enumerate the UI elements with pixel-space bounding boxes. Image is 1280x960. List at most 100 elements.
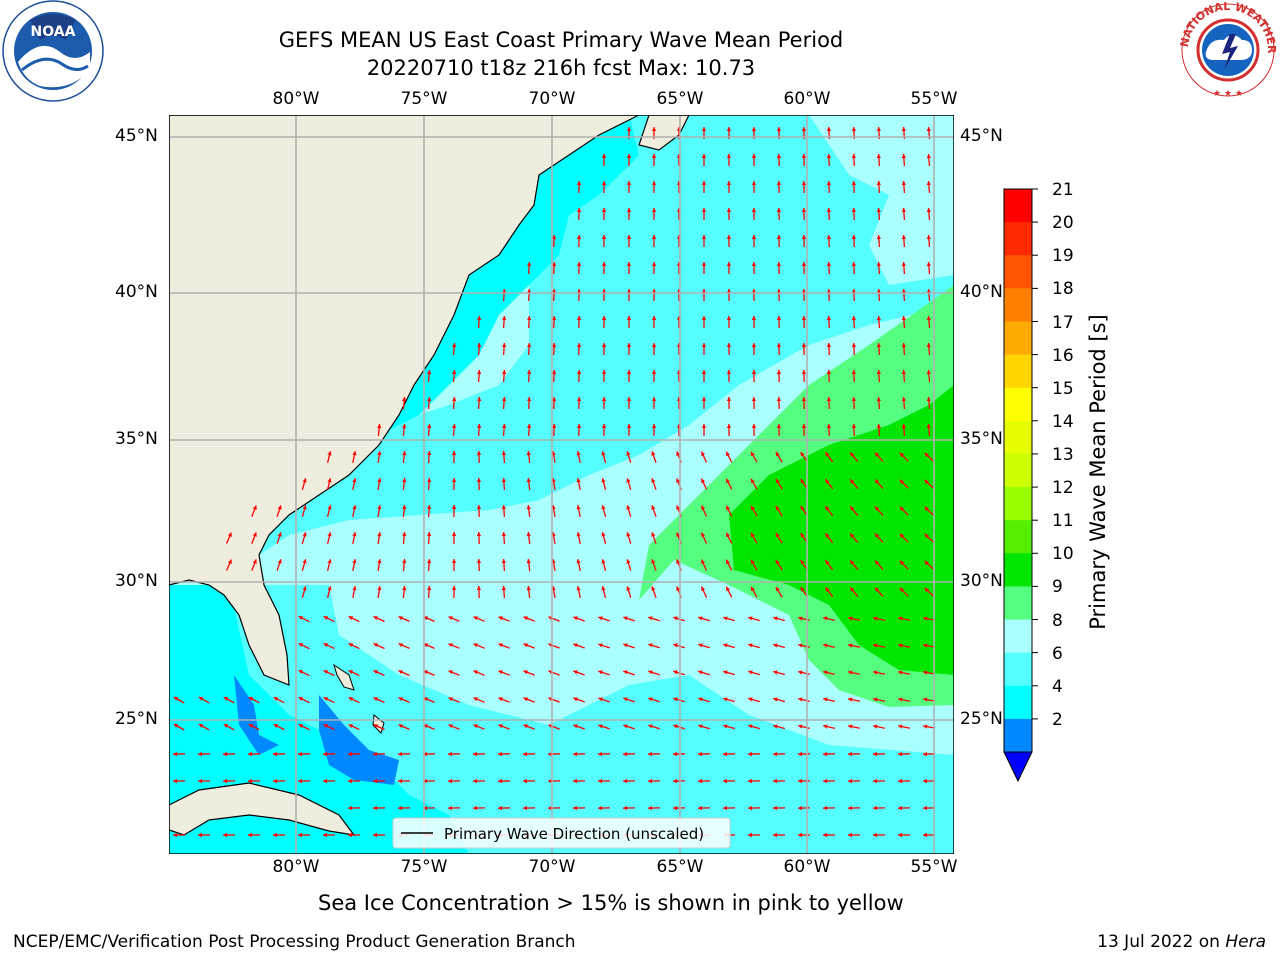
- direction-arrow-head: [823, 643, 828, 648]
- direction-arrow-head: [924, 479, 929, 485]
- lon-label-top-55w: 55°W: [910, 89, 958, 109]
- colorbar-tick-label: 20: [1052, 213, 1074, 234]
- direction-arrow-head: [498, 643, 503, 648]
- direction-arrow-head: [523, 670, 528, 675]
- direction-arrow-head: [875, 560, 880, 565]
- direction-arrow-head: [673, 697, 678, 702]
- direction-arrow-head: [926, 316, 931, 321]
- direction-arrow-head: [626, 154, 632, 158]
- direction-arrow-head: [701, 586, 706, 591]
- direction-arrow-head: [751, 451, 755, 457]
- direction-arrow-head: [825, 506, 830, 511]
- direction-arrow-head: [523, 616, 528, 621]
- direction-arrow-head: [776, 289, 782, 293]
- direction-arrow-head: [323, 751, 327, 757]
- direction-arrow-head: [926, 127, 931, 132]
- direction-arrow-head: [873, 832, 877, 838]
- lat-label-right-30n: 30°N: [960, 571, 1003, 591]
- direction-arrow-head: [601, 343, 607, 347]
- direction-arrow-head: [800, 452, 805, 457]
- direction-arrow-head: [527, 262, 532, 267]
- direction-arrow-head: [923, 751, 927, 757]
- direction-arrow-head: [673, 643, 678, 648]
- direction-arrow-head: [751, 424, 757, 428]
- direction-arrow-head: [551, 262, 557, 267]
- direction-arrow-head: [901, 127, 906, 132]
- direction-arrow-head: [576, 559, 581, 564]
- direction-arrow-head: [501, 451, 506, 456]
- direction-arrow-head: [501, 586, 506, 591]
- direction-arrow-head: [348, 724, 354, 729]
- direction-arrow-head: [352, 532, 357, 537]
- direction-arrow-head: [776, 316, 782, 320]
- direction-arrow-head: [398, 751, 402, 757]
- direction-arrow-head: [573, 805, 577, 811]
- direction-arrow-head: [323, 616, 329, 620]
- direction-arrow-head: [873, 643, 878, 648]
- direction-arrow-head: [273, 751, 277, 757]
- direction-arrow-head: [851, 262, 856, 267]
- direction-arrow-head: [899, 533, 905, 539]
- direction-arrow-head: [898, 616, 903, 621]
- direction-arrow-head: [402, 505, 407, 510]
- direction-arrow-head: [477, 316, 482, 321]
- direction-arrow-head: [926, 154, 931, 159]
- direction-arrow-head: [477, 370, 482, 375]
- direction-arrow-head: [723, 616, 728, 621]
- direction-arrow-head: [601, 397, 607, 401]
- direction-arrow-head: [576, 262, 582, 266]
- direction-arrow-head: [798, 832, 802, 838]
- direction-arrow-head: [448, 697, 453, 702]
- colorbar-under-triangle: [1003, 751, 1033, 783]
- direction-arrow-head: [601, 505, 606, 510]
- direction-arrow-head: [926, 424, 931, 429]
- direction-arrow-head: [898, 670, 903, 675]
- direction-arrow-head: [901, 370, 906, 375]
- direction-arrow-head: [876, 235, 881, 240]
- direction-arrow-head: [623, 724, 628, 729]
- direction-arrow-head: [701, 559, 706, 564]
- colorbar-tick-label: 10: [1052, 544, 1074, 565]
- direction-arrow-head: [173, 751, 177, 757]
- direction-arrow-head: [801, 370, 807, 374]
- direction-arrow-head: [651, 478, 656, 483]
- direction-arrow-head: [751, 397, 757, 401]
- direction-arrow-head: [427, 424, 432, 429]
- direction-arrow-head: [851, 289, 856, 294]
- direction-arrow-head: [551, 424, 557, 429]
- direction-arrow-head: [926, 181, 931, 186]
- direction-arrow-head: [848, 643, 853, 648]
- direction-arrow-head: [523, 805, 527, 811]
- direction-arrow-head: [626, 451, 631, 456]
- direction-arrow-head: [698, 697, 703, 702]
- direction-arrow-head: [801, 343, 807, 347]
- direction-arrow-head: [798, 616, 803, 621]
- footer-producer: NCEP/EMC/Verification Post Processing Pr…: [13, 932, 576, 952]
- direction-arrow-head: [573, 697, 578, 702]
- direction-arrow-head: [598, 697, 603, 702]
- direction-arrow-head: [901, 397, 906, 402]
- direction-arrow-head: [848, 616, 853, 621]
- direction-arrow-head: [924, 560, 929, 566]
- direction-arrow-head: [825, 587, 830, 592]
- direction-arrow-head: [576, 478, 581, 483]
- direction-arrow-head: [327, 478, 332, 483]
- direction-arrow-head: [698, 616, 703, 621]
- direction-arrow-head: [398, 805, 402, 811]
- direction-arrow-head: [751, 316, 757, 320]
- direction-arrow-head: [773, 724, 778, 729]
- direction-arrow-head: [473, 751, 477, 757]
- direction-arrow-head: [924, 452, 929, 458]
- direction-arrow-head: [823, 616, 828, 621]
- direction-arrow-head: [899, 452, 905, 458]
- direction-arrow-head: [851, 370, 856, 375]
- direction-arrow-head: [751, 586, 755, 592]
- direction-arrow-head: [252, 532, 257, 537]
- direction-arrow-head: [377, 559, 382, 564]
- colorbar-segment: [1004, 652, 1032, 687]
- direction-arrow-head: [775, 451, 780, 457]
- direction-arrow-head: [751, 154, 757, 158]
- direction-arrow-head: [698, 751, 702, 757]
- direction-arrow-head: [926, 397, 931, 402]
- colorbar-tick-label: 4: [1052, 676, 1063, 697]
